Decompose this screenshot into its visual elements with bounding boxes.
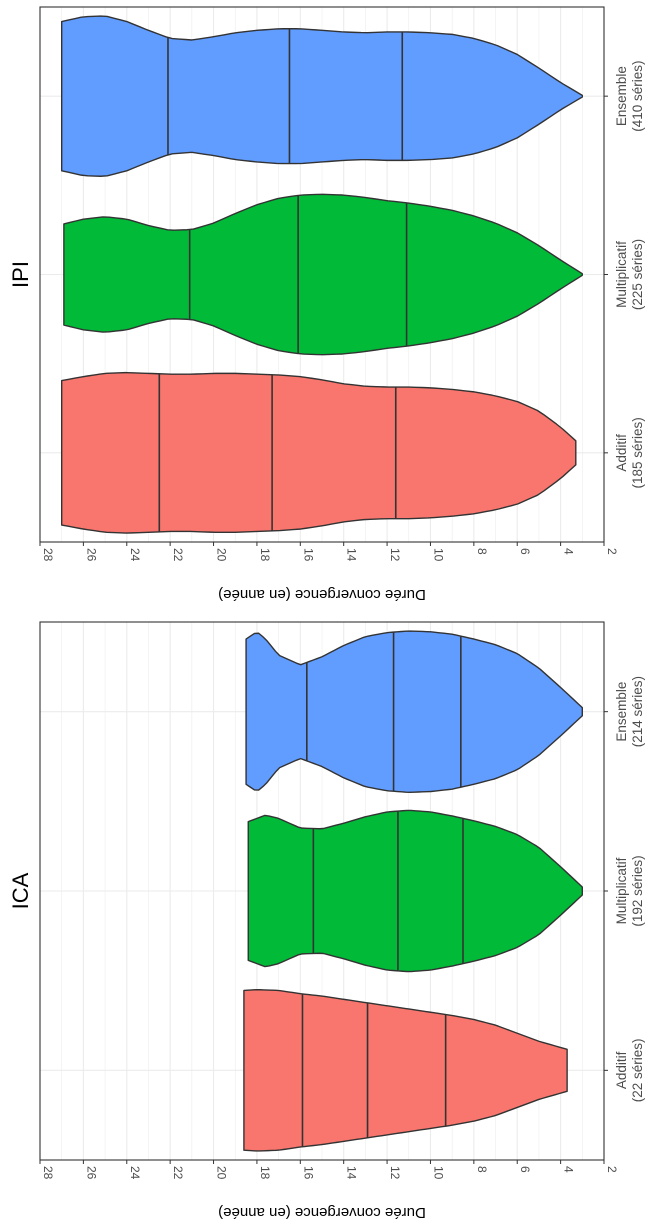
category-count-label: (225 séries) bbox=[630, 239, 645, 310]
axis-tick-label: 12 bbox=[388, 1166, 402, 1180]
axis-tick-label: 14 bbox=[345, 1166, 359, 1180]
axis-tick-label: 10 bbox=[431, 548, 445, 562]
axis-tick-label: 26 bbox=[84, 548, 98, 562]
axis-tick-label: 26 bbox=[84, 1166, 98, 1180]
axis-tick-label: 12 bbox=[388, 548, 402, 562]
category-count-label: (214 séries) bbox=[630, 676, 645, 747]
axis-tick-label: 18 bbox=[258, 1166, 272, 1180]
category-label: Ensemble bbox=[614, 66, 629, 126]
axis-tick-label: 14 bbox=[345, 548, 359, 562]
axis-tick-label: 6 bbox=[518, 548, 532, 555]
axis-tick-label: 18 bbox=[258, 548, 272, 562]
axis-tick-label: 16 bbox=[301, 1166, 315, 1180]
axis-tick-label: 20 bbox=[215, 548, 229, 562]
panel-title: IPI bbox=[8, 261, 33, 288]
violin-multiplicatif bbox=[247, 809, 584, 973]
category-label: Additif bbox=[614, 434, 629, 472]
axis-tick-label: 28 bbox=[41, 1166, 55, 1180]
axis-tick-label: 2 bbox=[605, 548, 619, 555]
axis-tick-label: 22 bbox=[171, 1166, 185, 1180]
category-label: Multiplicatif bbox=[614, 241, 629, 308]
violin-additif bbox=[60, 371, 577, 534]
axis-tick-label: 4 bbox=[562, 1166, 576, 1173]
axis-tick-label: 10 bbox=[431, 1166, 445, 1180]
axis-tick-label: 8 bbox=[475, 1166, 489, 1173]
axis-tick-label: 24 bbox=[128, 548, 142, 562]
axis-tick-label: 4 bbox=[562, 548, 576, 555]
axis-tick-label: 22 bbox=[171, 548, 185, 562]
category-label: Additif bbox=[614, 1051, 629, 1089]
axis-tick-label: 24 bbox=[128, 1166, 142, 1180]
violin-ensemble bbox=[60, 15, 584, 177]
violin-additif bbox=[243, 988, 568, 1152]
violin-multiplicatif bbox=[63, 193, 584, 356]
category-label: Ensemble bbox=[614, 682, 629, 742]
axis-tick-label: 16 bbox=[301, 548, 315, 562]
axis-tick-label: 20 bbox=[215, 1166, 229, 1180]
axis-tick-label: 8 bbox=[475, 548, 489, 555]
category-count-label: (185 séries) bbox=[630, 417, 645, 488]
axis-tick-label: 28 bbox=[41, 548, 55, 562]
panel-title: ICA bbox=[8, 872, 33, 909]
violin-ensemble bbox=[245, 630, 584, 794]
category-count-label: (410 séries) bbox=[630, 61, 645, 132]
axis-tick-label: 6 bbox=[518, 1166, 532, 1173]
category-count-label: (192 séries) bbox=[630, 855, 645, 926]
axis-tick-label: 2 bbox=[605, 1166, 619, 1173]
value-axis-title: Durée convergence (en année) bbox=[218, 586, 426, 603]
category-label: Multiplicatif bbox=[614, 857, 629, 924]
value-axis-title: Durée convergence (en année) bbox=[218, 1204, 426, 1221]
category-count-label: (22 séries) bbox=[630, 1038, 645, 1102]
